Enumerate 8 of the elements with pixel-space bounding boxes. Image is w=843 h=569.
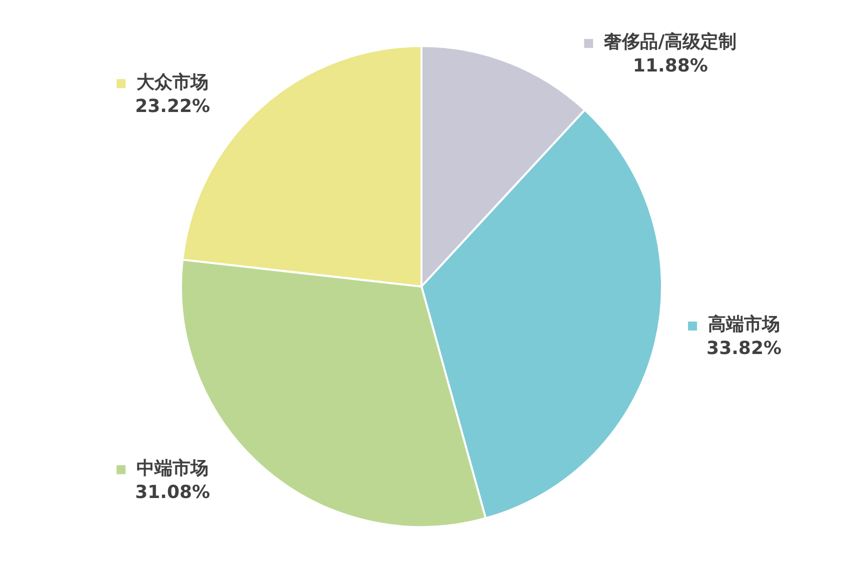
legend-label: 奢侈品/高级定制 xyxy=(603,32,737,53)
legend-label: 大众市场 xyxy=(136,72,209,93)
data-label: 33.82% xyxy=(706,338,782,360)
legend-label: 中端市场 xyxy=(136,458,209,479)
data-label: 11.88% xyxy=(632,56,708,77)
legend-label: 高端市场 xyxy=(708,314,780,336)
data-label: 31.08% xyxy=(135,482,210,503)
data-label: 23.22% xyxy=(135,96,210,117)
